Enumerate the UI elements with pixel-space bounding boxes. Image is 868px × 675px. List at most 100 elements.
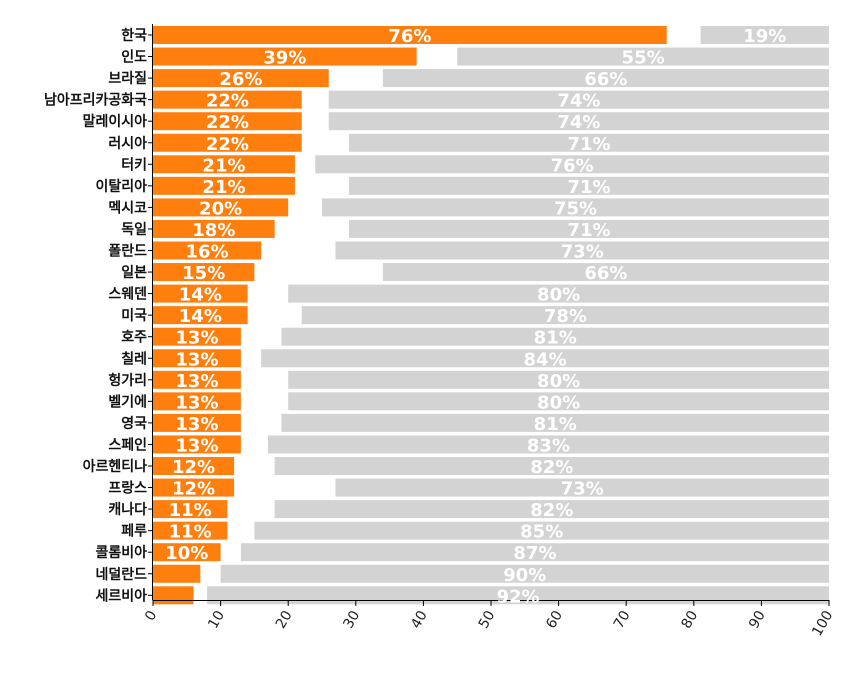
bar-series-1 (153, 176, 295, 195)
data-label-series-1: 13% (175, 349, 218, 370)
bar-series-1 (153, 69, 329, 88)
category-label: 폴란드 (108, 243, 147, 260)
x-tick-label: 80 (678, 608, 701, 631)
bar-series-1 (153, 327, 241, 346)
bar-series-1 (153, 155, 295, 174)
bar-series-2 (281, 327, 829, 346)
category-label: 독일 (121, 222, 147, 238)
data-label-series-2: 83% (527, 435, 570, 456)
data-label-series-1: 22% (206, 134, 249, 155)
bar-series-1 (153, 133, 302, 152)
data-label-series-2: 71% (567, 177, 610, 198)
x-tick-label: 90 (746, 608, 769, 631)
bar-series-2 (288, 284, 829, 303)
x-tick-label: 30 (340, 608, 363, 631)
data-label-series-1: 26% (219, 69, 262, 90)
bar-series-2 (349, 133, 829, 152)
data-label-series-2: 90% (503, 565, 546, 586)
bar-series-2 (335, 478, 829, 497)
data-label-series-2: 82% (530, 500, 573, 521)
bar-series-2 (335, 241, 829, 260)
bar-series-1 (153, 500, 228, 519)
data-label-series-1: 21% (202, 155, 245, 176)
category-label: 아르헨티나 (83, 458, 148, 475)
bar-series-1 (153, 306, 248, 325)
data-label-series-1: 13% (175, 371, 218, 392)
bar-series-2 (382, 263, 829, 282)
category-label: 칠레 (121, 350, 147, 367)
category-label: 미국 (121, 308, 147, 324)
bar-series-1 (153, 370, 241, 389)
bar-series-1 (153, 241, 262, 260)
bar-series-1 (153, 349, 241, 368)
data-label-series-1: 15% (182, 263, 225, 284)
bar-series-2 (315, 155, 829, 174)
bar-series-1 (153, 543, 221, 562)
data-label-series-1: 13% (175, 392, 218, 413)
category-label: 스페인 (108, 436, 147, 453)
data-label-series-1: 18% (192, 220, 235, 241)
bar-series-2 (700, 26, 829, 44)
bar-series-2 (220, 564, 830, 583)
value-labels: 76% 19% 39% 55% 26% 66% 22% 74% 22% 74% 22% 71% 21% 7… (165, 26, 786, 607)
category-label: 호주 (121, 330, 147, 346)
bar-series-1 (153, 47, 417, 66)
bar-series-2 (328, 112, 829, 131)
data-label-series-2: 81% (534, 328, 577, 349)
data-label-series-1: 10% (165, 543, 208, 564)
category-label: 벨기에 (108, 394, 147, 410)
data-label-series-1: 12% (172, 479, 215, 500)
category-label: 영국 (121, 415, 147, 432)
x-tick-label: 60 (543, 608, 566, 631)
category-label: 세르비아 (95, 587, 147, 604)
x-tick-label: 0 (142, 608, 160, 624)
data-label-series-2: 81% (534, 414, 577, 435)
data-label-series-1: 16% (186, 242, 229, 263)
category-label: 터키 (121, 157, 147, 173)
category-label: 남아프리카공화국 (44, 92, 147, 109)
bars-layer (153, 26, 830, 605)
category-label: 콜롬비아 (95, 544, 147, 561)
data-label-series-2: 74% (557, 91, 600, 112)
category-label: 멕시코 (108, 199, 147, 216)
category-label: 일본 (121, 265, 147, 281)
bar-series-1 (153, 219, 275, 238)
category-label: 헝가리 (108, 372, 147, 389)
data-label-series-2: 80% (537, 371, 580, 392)
bar-series-1 (153, 435, 241, 454)
category-label: 인도 (121, 49, 147, 66)
data-label-series-2: 66% (584, 263, 627, 284)
category-label: 프랑스 (108, 481, 147, 497)
data-label-series-1: 13% (175, 328, 218, 349)
bar-series-1 (153, 413, 241, 432)
bar-series-2 (349, 219, 829, 238)
data-label-series-1: 22% (206, 112, 249, 133)
bar-series-2 (267, 435, 829, 454)
category-label: 이탈리아 (95, 178, 147, 195)
bar-series-2 (301, 306, 830, 325)
bar-series-1 (153, 26, 667, 44)
data-label-series-1: 76% (388, 26, 431, 47)
data-label-series-2: 73% (561, 242, 604, 263)
data-label-series-1: 14% (179, 285, 222, 306)
data-label-series-1: 12% (172, 457, 215, 478)
x-tick-label: 10 (205, 608, 228, 631)
bar-series-2 (288, 370, 829, 389)
category-labels: 한국인도브라질남아프리카공화국말레이시아러시아터키이탈리아멕시코독일폴란드일본스… (44, 28, 147, 604)
category-label: 한국 (121, 28, 147, 44)
bar-series-1 (153, 263, 255, 282)
data-label-series-2: 19% (743, 26, 786, 47)
bar-series-1 (153, 457, 235, 475)
data-label-series-2: 85% (520, 522, 563, 543)
bar-series-1 (153, 198, 289, 217)
category-label: 네덜란드 (95, 566, 147, 583)
data-label-series-2: 78% (544, 306, 587, 327)
bar-series-1 (153, 392, 241, 411)
bar-series-1 (153, 112, 302, 131)
bar-series-1 (153, 90, 302, 109)
category-label: 스웨덴 (108, 287, 147, 303)
bar-series-2 (240, 543, 829, 562)
bar-series-2 (349, 176, 829, 195)
data-label-series-1: 14% (179, 306, 222, 327)
